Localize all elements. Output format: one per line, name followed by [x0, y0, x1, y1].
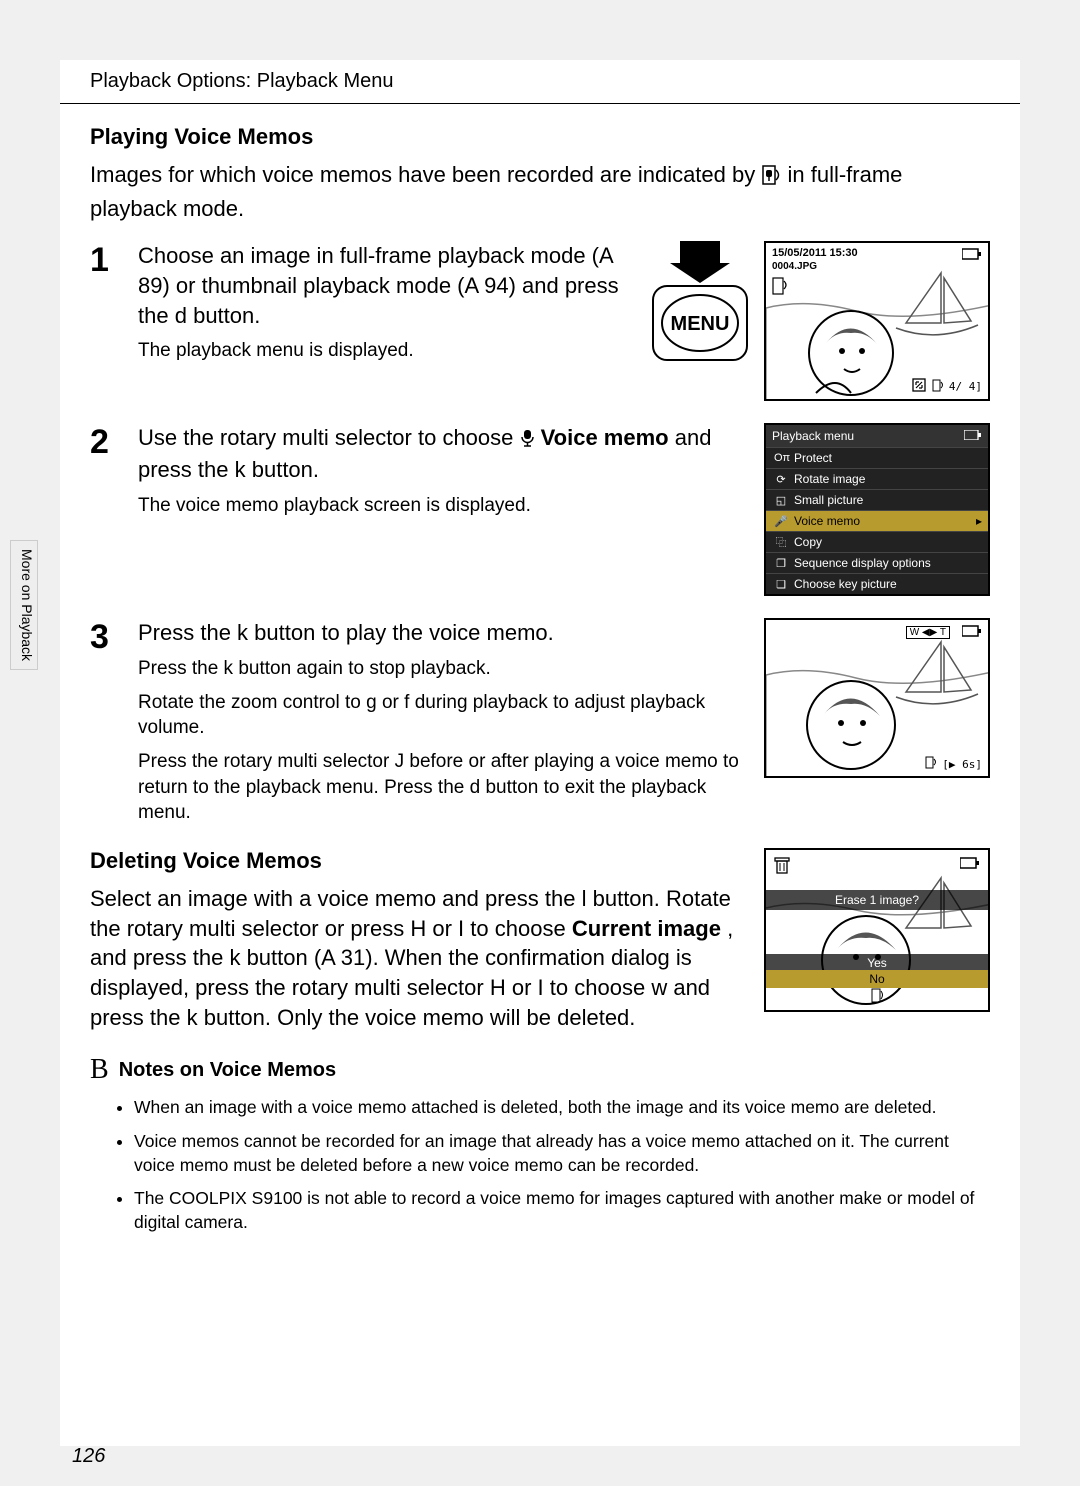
menu-item-label: Small picture	[794, 493, 863, 507]
notes-list: When an image with a voice memo attached…	[90, 1096, 990, 1234]
down-button-symbol: I	[538, 975, 544, 1000]
menu-item-icon: ⿻	[774, 534, 788, 550]
playback-menu-item[interactable]: ❐ Sequence display options	[766, 552, 988, 573]
intro-text: Images for which voice memos have been r…	[90, 160, 990, 223]
menu-item-label: Voice memo	[794, 514, 860, 528]
step-3-note-3: Press the rotary multi selector J before…	[138, 749, 740, 826]
menu-button-symbol: d	[175, 303, 187, 328]
microphone-icon	[520, 425, 535, 455]
divider	[60, 103, 1020, 104]
side-tab-more-on-playback: More on Playback	[10, 540, 38, 670]
playback-menu-item[interactable]: ⟳ Rotate image	[766, 468, 988, 489]
step-1-number: 1	[90, 243, 124, 277]
menu-item-icon: ❏	[774, 578, 788, 591]
lcd-counter: 4/ 4]	[949, 380, 982, 393]
page-ref-icon: A	[321, 945, 334, 970]
step-1: 1 Choose an image in full-frame playback…	[90, 241, 990, 401]
playback-menu-item[interactable]: ❏ Choose key picture	[766, 573, 988, 594]
notes-item: The COOLPIX S9100 is not able to record …	[134, 1187, 990, 1234]
voice-memo-icon	[761, 164, 781, 194]
notes-item: When an image with a voice memo attached…	[134, 1096, 990, 1120]
step-3: 3 Press the k button to play the voice m…	[90, 618, 990, 826]
ok-button-symbol: k	[235, 457, 246, 482]
left-button-symbol: J	[395, 751, 405, 772]
sailboat-illustration	[766, 620, 990, 778]
zoom-icon	[912, 378, 926, 395]
page-content: Playback Options: Playback Menu Playing …	[60, 60, 1020, 1446]
erase-confirmation-screen: Erase 1 image? Yes No	[764, 848, 990, 1012]
step-3-note-1: Press the k button again to stop playbac…	[138, 656, 740, 682]
trash-icon	[774, 856, 790, 879]
page-ref-icon: A	[599, 243, 612, 268]
menu-item-icon: ⟳	[774, 473, 788, 486]
chevron-right-icon: ▸	[976, 514, 982, 528]
delete-button-symbol: l	[582, 886, 587, 911]
menu-button-illustration: MENU	[647, 241, 752, 363]
battery-icon	[962, 624, 982, 642]
lcd-datetime: 15/05/2011 15:30	[772, 247, 858, 259]
playback-menu-item[interactable]: ⿻ Copy	[766, 531, 988, 552]
up-button-symbol: H	[410, 916, 426, 941]
menu-item-icon: 🎤	[774, 515, 788, 528]
step-3-number: 3	[90, 620, 124, 654]
playback-menu-item[interactable]: ◱ Small picture	[766, 489, 988, 510]
heading-playing-voice-memos: Playing Voice Memos	[90, 124, 990, 150]
step-1-note: The playback menu is displayed.	[138, 338, 623, 364]
step-1-lcd-preview: 15/05/2011 15:30 0004.JPG 4/ 4]	[764, 241, 990, 401]
zoom-t-symbol: g	[366, 692, 377, 713]
playback-menu-item[interactable]: Oπ Protect	[766, 447, 988, 468]
wt-zoom-indicator: W ◀▶ T	[906, 626, 950, 639]
notes-b-icon: B	[90, 1054, 109, 1086]
step-2-note: The voice memo playback screen is displa…	[138, 493, 740, 519]
step-3-note-2: Rotate the zoom control to g or f during…	[138, 690, 740, 741]
heading-deleting-voice-memos: Deleting Voice Memos	[90, 848, 746, 874]
menu-button-symbol: d	[470, 777, 481, 798]
erase-banner: Erase 1 image?	[766, 890, 988, 910]
menu-item-label: Choose key picture	[794, 577, 897, 591]
erase-vm-icon	[766, 988, 988, 1006]
page-ref-icon: A	[465, 273, 478, 298]
menu-item-label: Sequence display options	[794, 556, 931, 570]
playback-menu-item[interactable]: 🎤 Voice memo ▸	[766, 510, 988, 531]
battery-icon	[962, 247, 982, 265]
lcd-vm-small-icon	[925, 756, 936, 772]
step-2-number: 2	[90, 425, 124, 459]
erase-option-no[interactable]: No	[766, 970, 988, 988]
notes-heading: B Notes on Voice Memos	[90, 1054, 990, 1086]
ok-button-symbol: k	[229, 945, 240, 970]
step-1-title: Choose an image in full-frame playback m…	[138, 241, 623, 330]
step-2-title: Use the rotary multi selector to choose …	[138, 423, 740, 484]
menu-item-icon: ❐	[774, 557, 788, 570]
menu-item-label: Copy	[794, 535, 822, 549]
menu-item-icon: Oπ	[774, 452, 788, 464]
ok-button-symbol: k	[187, 1005, 198, 1030]
menu-item-icon: ◱	[774, 494, 788, 507]
deleting-body: Select an image with a voice memo and pr…	[90, 884, 746, 1032]
down-button-symbol: I	[458, 916, 464, 941]
up-button-symbol: H	[490, 975, 506, 1000]
vm-select-symbol: w	[651, 975, 667, 1000]
notes-item: Voice memos cannot be recorded for an im…	[134, 1130, 990, 1177]
playback-menu-screen: Playback menu Oπ Protect ⟳ Rotate image ◱ Sma…	[764, 423, 990, 596]
ok-button-symbol: k	[237, 620, 248, 645]
playback-menu-title: Playback menu	[772, 429, 854, 443]
page-number: 126	[72, 1445, 105, 1468]
battery-icon	[964, 429, 982, 443]
menu-label: MENU	[670, 313, 729, 335]
step-3-title: Press the k button to play the voice mem…	[138, 618, 740, 648]
menu-item-label: Protect	[794, 451, 832, 465]
breadcrumb: Playback Options: Playback Menu	[60, 70, 1020, 93]
lcd-vm-small-icon	[932, 379, 943, 395]
lcd-filename: 0004.JPG	[772, 261, 817, 272]
step-2: 2 Use the rotary multi selector to choos…	[90, 423, 990, 596]
ok-button-symbol: k	[224, 658, 234, 679]
menu-item-label: Rotate image	[794, 472, 865, 486]
lcd-duration: [▶ 6s]	[942, 758, 982, 771]
lcd-voice-memo-icon	[772, 277, 788, 300]
step-3-lcd-preview: W ◀▶ T [▶ 6s]	[764, 618, 990, 778]
battery-icon	[960, 856, 980, 874]
